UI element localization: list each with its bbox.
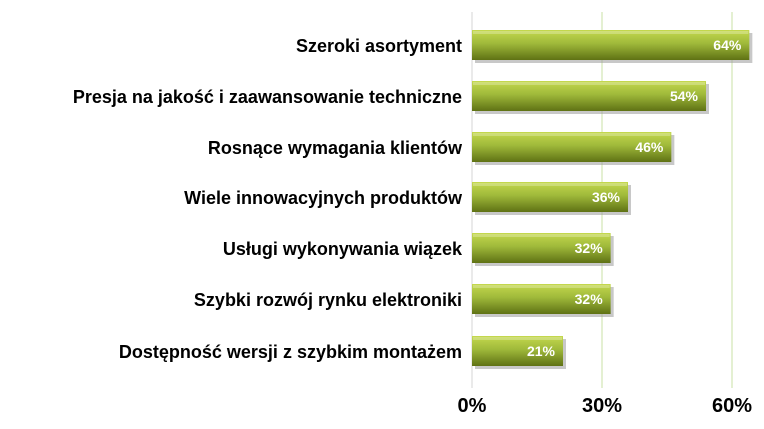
x-axis-ticks: 0% 30% 60% — [458, 395, 753, 417]
bar-highlight — [473, 133, 671, 136]
category-label: Szeroki asortyment — [296, 36, 462, 56]
category-labels: Szeroki asortyment Presja na jakość i zaa… — [73, 36, 463, 362]
bar-value-label: 32% — [575, 240, 604, 256]
category-label: Wiele innowacyjnych produktów — [184, 188, 463, 208]
bar-highlight — [473, 183, 627, 186]
x-tick-label: 60% — [712, 395, 752, 417]
bar-value-label: 54% — [670, 88, 699, 104]
bar-value-label: 64% — [713, 37, 742, 53]
bar — [472, 182, 628, 212]
bars: 64% 54% 46% 36% 32% 32% 21% — [472, 30, 753, 369]
category-label: Szybki rozwój rynku elektroniki — [194, 290, 462, 310]
bar-highlight — [473, 337, 562, 340]
bar — [472, 233, 611, 263]
x-tick-label: 30% — [582, 395, 622, 417]
bar-value-label: 21% — [527, 343, 556, 359]
category-label: Presja na jakość i zaawansowanie technic… — [73, 87, 462, 107]
bar — [472, 81, 706, 111]
bar — [472, 132, 672, 162]
category-label: Usługi wykonywania wiązek — [223, 239, 463, 259]
bar-highlight — [473, 31, 749, 34]
bar-value-label: 36% — [592, 189, 621, 205]
bar-highlight — [473, 82, 705, 85]
bar — [472, 284, 611, 314]
x-tick-label: 0% — [458, 395, 487, 417]
category-label: Rosnące wymagania klientów — [208, 138, 463, 158]
bar — [472, 30, 750, 60]
bar-highlight — [473, 285, 610, 288]
bar — [472, 336, 563, 366]
bar-value-label: 46% — [635, 139, 664, 155]
category-label: Dostępność wersji z szybkim montażem — [119, 342, 462, 362]
bar-highlight — [473, 234, 610, 237]
bar-value-label: 32% — [575, 291, 604, 307]
